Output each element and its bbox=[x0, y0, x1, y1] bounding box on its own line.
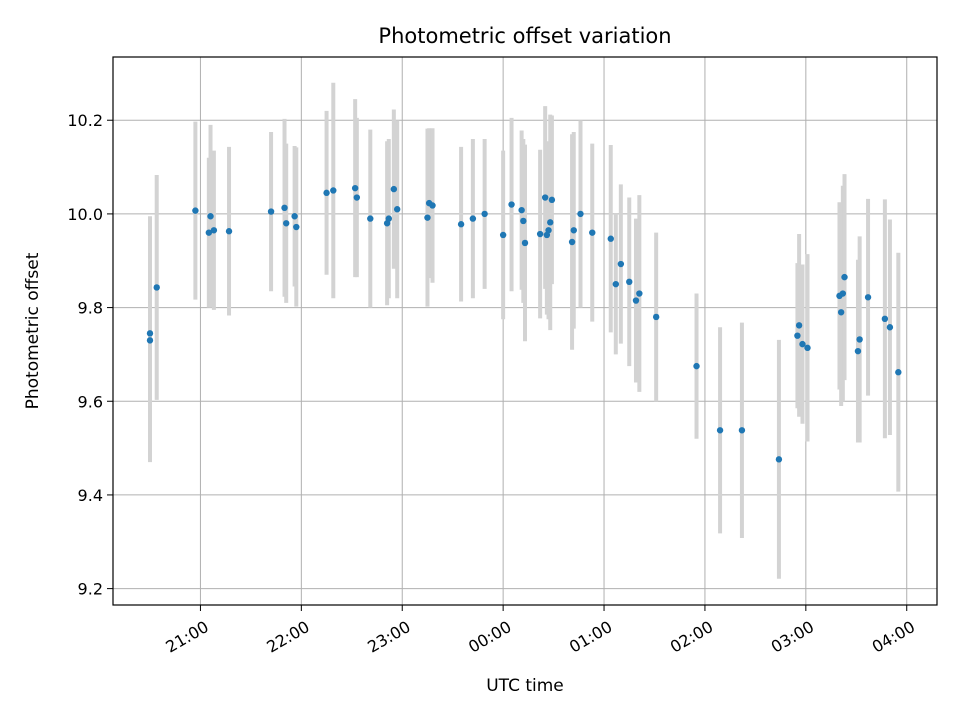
data-point bbox=[577, 210, 584, 218]
data-point bbox=[210, 227, 218, 234]
data-point bbox=[794, 332, 801, 339]
data-point bbox=[841, 273, 848, 281]
data-point bbox=[607, 235, 614, 242]
data-point bbox=[545, 227, 552, 234]
data-point bbox=[568, 238, 576, 246]
y-tick-label: 10.0 bbox=[67, 205, 103, 224]
data-point bbox=[291, 213, 298, 220]
data-point bbox=[281, 204, 288, 212]
data-point bbox=[393, 206, 401, 213]
data-point bbox=[548, 196, 556, 204]
x-axis-label: UTC time bbox=[486, 676, 564, 696]
data-point bbox=[283, 220, 290, 227]
data-point bbox=[612, 280, 620, 288]
data-point bbox=[385, 215, 392, 222]
data-point bbox=[536, 230, 544, 238]
data-point bbox=[854, 347, 862, 355]
y-tick-label: 9.2 bbox=[78, 580, 103, 599]
data-point bbox=[192, 207, 199, 214]
data-point bbox=[367, 215, 374, 222]
data-point bbox=[775, 456, 783, 463]
data-point bbox=[856, 336, 863, 343]
data-point bbox=[837, 309, 845, 316]
data-point bbox=[693, 362, 700, 370]
data-point bbox=[804, 344, 811, 352]
data-point bbox=[323, 189, 330, 197]
data-point bbox=[541, 194, 549, 201]
y-tick-label: 10.2 bbox=[67, 111, 103, 130]
data-point bbox=[330, 187, 337, 194]
data-point bbox=[469, 215, 477, 222]
data-point bbox=[795, 322, 803, 329]
y-tick-label: 9.6 bbox=[78, 392, 103, 411]
data-point bbox=[390, 185, 398, 193]
data-point bbox=[225, 228, 233, 235]
data-point bbox=[481, 210, 488, 218]
data-point bbox=[886, 324, 894, 331]
data-point bbox=[153, 284, 160, 291]
data-point bbox=[617, 260, 625, 268]
data-point bbox=[881, 315, 889, 323]
data-point bbox=[839, 290, 847, 297]
data-point bbox=[429, 202, 436, 209]
data-point bbox=[864, 294, 872, 301]
data-point bbox=[520, 217, 527, 225]
plot-frame bbox=[112, 56, 938, 606]
data-point bbox=[636, 290, 643, 297]
chart-title: Photometric offset variation bbox=[378, 24, 671, 48]
y-tick-label: 9.8 bbox=[78, 299, 103, 318]
y-axis-label: Photometric offset bbox=[23, 252, 43, 409]
data-point bbox=[293, 223, 300, 231]
data-point bbox=[799, 340, 806, 348]
data-point bbox=[895, 369, 902, 376]
data-point bbox=[518, 206, 525, 214]
data-point bbox=[205, 229, 213, 236]
data-point bbox=[457, 221, 465, 228]
data-point bbox=[570, 227, 577, 234]
data-point bbox=[207, 213, 214, 220]
data-point bbox=[424, 214, 431, 221]
data-point bbox=[716, 427, 724, 434]
data-point bbox=[508, 201, 515, 208]
data-points bbox=[146, 184, 902, 463]
data-point bbox=[267, 208, 275, 215]
data-point bbox=[652, 313, 660, 321]
y-axis-ticks: 9.2 9.4 9.6 9.8 10.0 10.2 bbox=[67, 111, 113, 599]
data-point bbox=[521, 239, 529, 247]
data-point bbox=[547, 219, 554, 226]
y-tick-label: 9.4 bbox=[78, 486, 103, 505]
data-point bbox=[146, 330, 154, 337]
data-point bbox=[738, 427, 746, 434]
data-point bbox=[589, 229, 596, 236]
data-point bbox=[351, 184, 359, 192]
data-point bbox=[499, 231, 507, 239]
data-point bbox=[146, 337, 154, 344]
data-point bbox=[353, 194, 361, 201]
data-point bbox=[632, 297, 640, 304]
data-point bbox=[626, 278, 633, 286]
